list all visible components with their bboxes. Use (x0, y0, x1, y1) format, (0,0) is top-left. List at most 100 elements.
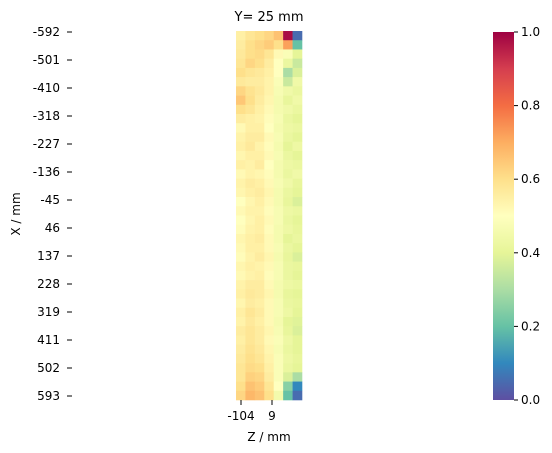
heatmap-cell (273, 353, 284, 364)
heatmap-cell (245, 344, 256, 355)
heatmap-cell (245, 298, 256, 309)
heatmap-cell (273, 187, 284, 198)
y-tick-label: -45 (40, 193, 60, 207)
heatmap-cell (236, 40, 246, 50)
heatmap-cell (283, 316, 293, 327)
y-tick-label: 319 (37, 305, 60, 319)
y-axis-ticks: -592 -501 -410 -318 -227 -136 -45 46 137 228 319 41… (33, 25, 72, 403)
heatmap-cell (254, 372, 265, 382)
heatmap-cell (245, 77, 256, 87)
heatmap-cell (254, 40, 265, 50)
heatmap-cell (236, 261, 246, 272)
heatmap-cell (254, 67, 265, 78)
heatmap-cell (245, 160, 256, 170)
heatmap-cell (273, 372, 284, 382)
colorbar-tick-label: 0.6 (521, 172, 540, 186)
heatmap-cell (245, 104, 256, 115)
heatmap-cell (292, 353, 303, 364)
y-tick-label: 228 (37, 277, 60, 291)
heatmap-cell (236, 252, 246, 262)
heatmap-cell (264, 381, 275, 392)
heatmap-cell (264, 316, 275, 327)
heatmap-cell (273, 141, 284, 152)
heatmap-cell (254, 187, 265, 198)
x-tick-label: -104 (227, 409, 254, 423)
heatmap-cell (245, 40, 256, 50)
heatmap-cell (236, 178, 246, 189)
heatmap-cell (254, 141, 265, 152)
heatmap-cell (273, 390, 284, 401)
heatmap-cell (254, 86, 265, 96)
heatmap-cell (245, 326, 256, 336)
colorbar (493, 32, 514, 400)
heatmap-cell (245, 353, 256, 364)
heatmap-cell (236, 67, 246, 78)
heatmap-cell (264, 49, 275, 59)
heatmap-cell (254, 280, 265, 290)
heatmap-cell (236, 31, 246, 41)
heatmap-cell (292, 114, 303, 124)
heatmap-cell (273, 178, 284, 189)
heatmap-cell (245, 307, 256, 318)
heatmap-cell (273, 104, 284, 115)
heatmap-cell (283, 40, 293, 50)
heatmap-cell (245, 150, 256, 161)
heatmap-cell (264, 77, 275, 87)
heatmap-cell (292, 252, 303, 262)
heatmap-cell (236, 372, 246, 382)
heatmap-cell (273, 215, 284, 226)
heatmap-cell (292, 224, 303, 235)
heatmap-cell (236, 215, 246, 226)
heatmap-cell (245, 270, 256, 281)
heatmap-cell (264, 363, 275, 373)
heatmap-cell (264, 160, 275, 170)
heatmap-cell (264, 289, 275, 299)
heatmap-cell (236, 224, 246, 235)
heatmap-cell (292, 243, 303, 253)
heatmap-cell (283, 390, 293, 401)
heatmap-cell (273, 206, 284, 216)
heatmap-cell (236, 363, 246, 373)
heatmap-cell (264, 132, 275, 142)
heatmap-cell (283, 178, 293, 189)
heatmap-cell (283, 215, 293, 226)
heatmap-cell (245, 58, 256, 69)
heatmap-cell (292, 316, 303, 327)
heatmap-cell (264, 169, 275, 179)
heatmap-cell (264, 372, 275, 382)
heatmap-cell (283, 187, 293, 198)
colorbar-ticks: 0.0 0.2 0.4 0.6 0.8 1.0 (514, 25, 540, 407)
heatmap-cell (292, 363, 303, 373)
heatmap-cell (236, 49, 246, 59)
heatmap-cell (283, 335, 293, 345)
heatmap-cell (283, 58, 293, 69)
heatmap-cell (273, 381, 284, 392)
heatmap-cell (283, 95, 293, 106)
heatmap-cell (236, 326, 246, 336)
heatmap-cell (245, 141, 256, 152)
heatmap-cell (273, 169, 284, 179)
heatmap-cell (236, 150, 246, 161)
heatmap-cell (254, 381, 265, 392)
heatmap-cell (264, 335, 275, 345)
heatmap-cell (236, 114, 246, 124)
heatmap-cell (292, 197, 303, 207)
heatmap-cell (254, 289, 265, 299)
heatmap-cell (292, 372, 303, 382)
heatmap-cell (273, 123, 284, 133)
heatmap-cell (264, 206, 275, 216)
heatmap-cell (254, 178, 265, 189)
heatmap-cell (283, 270, 293, 281)
heatmap-cell (245, 261, 256, 272)
heatmap-cell (254, 353, 265, 364)
heatmap-cell (254, 316, 265, 327)
heatmap-cell (292, 160, 303, 170)
heatmap-cell (283, 307, 293, 318)
heatmap-cell (245, 49, 256, 59)
heatmap-cell (236, 95, 246, 106)
heatmap-cell (292, 270, 303, 281)
heatmap-cell (283, 86, 293, 96)
heatmap-cell (264, 390, 275, 401)
heatmap-cell (254, 49, 265, 59)
heatmap-cell (236, 187, 246, 198)
